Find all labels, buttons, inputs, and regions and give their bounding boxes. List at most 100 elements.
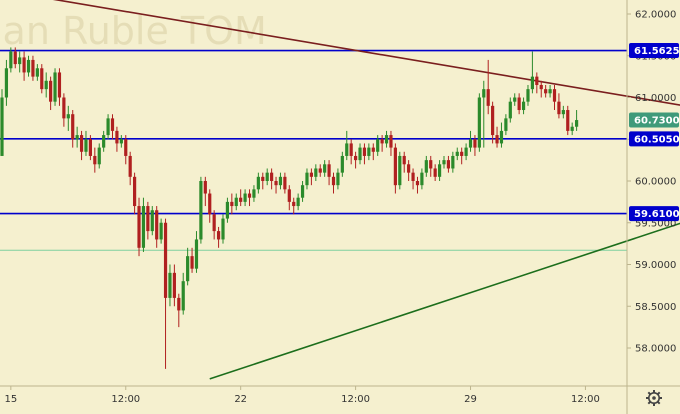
- candle: [252, 185, 256, 202]
- candle-body: [292, 201, 296, 207]
- candle-body: [274, 181, 278, 186]
- candle-body: [172, 272, 176, 298]
- candle-body: [521, 101, 526, 111]
- candle: [172, 264, 176, 307]
- candle: [57, 68, 62, 106]
- candle: [203, 176, 207, 207]
- candle: [530, 51, 534, 94]
- candle: [437, 160, 442, 181]
- candle: [429, 155, 433, 177]
- candle-body: [150, 210, 154, 232]
- candle-body: [106, 118, 110, 136]
- candle: [535, 72, 539, 94]
- candle: [362, 143, 367, 165]
- candle: [491, 101, 495, 144]
- candle-body: [309, 172, 313, 177]
- candle: [380, 135, 384, 152]
- candle: [159, 218, 163, 244]
- candle-body: [314, 168, 318, 177]
- candle-body: [0, 97, 4, 156]
- candle: [371, 143, 375, 161]
- candle-body: [203, 181, 207, 194]
- plot-area[interactable]: [0, 0, 627, 386]
- candle: [124, 135, 128, 165]
- candle-body: [4, 68, 9, 98]
- candle: [256, 172, 260, 194]
- candle-body: [464, 147, 468, 156]
- candle: [477, 93, 481, 152]
- chart-title: ian Ruble TOM: [0, 9, 267, 53]
- candle: [128, 151, 132, 186]
- candle: [181, 272, 185, 315]
- candle: [376, 135, 380, 156]
- candle: [446, 155, 451, 173]
- x-tick-label: 12:00: [111, 394, 140, 405]
- candle-body: [239, 197, 243, 202]
- candle: [212, 210, 216, 240]
- candle-body: [194, 239, 199, 269]
- candle: [473, 135, 477, 156]
- candle: [460, 147, 464, 165]
- candle-body: [305, 172, 309, 186]
- candle-body: [557, 101, 561, 115]
- candle-body: [265, 172, 269, 181]
- candle-body: [336, 172, 340, 186]
- price-axis[interactable]: 62.000061.500061.000060.500060.000059.50…: [627, 10, 676, 355]
- level-price-tag-label: 61.5625: [634, 46, 680, 57]
- candle-body: [398, 155, 402, 186]
- candle: [331, 172, 336, 194]
- candle: [561, 105, 565, 119]
- candle-body: [327, 164, 331, 177]
- candle-body: [300, 185, 305, 198]
- candle: [274, 176, 278, 194]
- candle: [66, 105, 70, 131]
- level-price-tag-label: 60.5050: [634, 134, 680, 145]
- support-trend-line[interactable]: [209, 104, 680, 380]
- candle: [115, 126, 119, 152]
- candle: [84, 130, 88, 156]
- candle: [190, 247, 194, 273]
- candle: [53, 68, 57, 106]
- candle-body: [261, 176, 265, 181]
- candle: [442, 155, 446, 169]
- x-tick-label: 22: [234, 394, 247, 405]
- level-price-tag-bg: [629, 131, 679, 147]
- candle: [75, 126, 79, 148]
- candle: [451, 151, 455, 173]
- candle: [102, 130, 106, 152]
- candle: [354, 151, 358, 169]
- candle: [35, 64, 39, 81]
- candle: [177, 293, 181, 328]
- candle-body: [354, 155, 358, 161]
- candle-body: [433, 168, 437, 177]
- candle-body: [155, 210, 159, 240]
- candle: [155, 206, 159, 248]
- candle: [234, 193, 238, 211]
- resistance-trend-line[interactable]: [2, 0, 680, 166]
- candle-body: [566, 110, 570, 131]
- candle: [13, 47, 17, 69]
- candle-body: [49, 80, 53, 102]
- candle-body: [407, 164, 411, 173]
- level-price-tag-bg: [629, 206, 679, 222]
- gear-icon[interactable]: [646, 390, 662, 406]
- candle-body: [561, 110, 565, 115]
- candle: [26, 55, 31, 77]
- candle: [358, 143, 362, 165]
- candle-body: [539, 84, 543, 90]
- candle-body: [115, 130, 119, 144]
- candle-body: [270, 172, 274, 181]
- candle: [433, 164, 437, 181]
- candle: [570, 122, 574, 136]
- candle-body: [349, 143, 353, 156]
- candle-body: [389, 135, 393, 148]
- candle-body: [287, 189, 291, 202]
- candle: [119, 135, 123, 148]
- candle-body: [137, 206, 141, 248]
- current-price-tag-label: 60.7300: [634, 116, 680, 127]
- candle-body: [243, 193, 247, 202]
- candle-body: [508, 101, 512, 119]
- candle: [22, 51, 26, 81]
